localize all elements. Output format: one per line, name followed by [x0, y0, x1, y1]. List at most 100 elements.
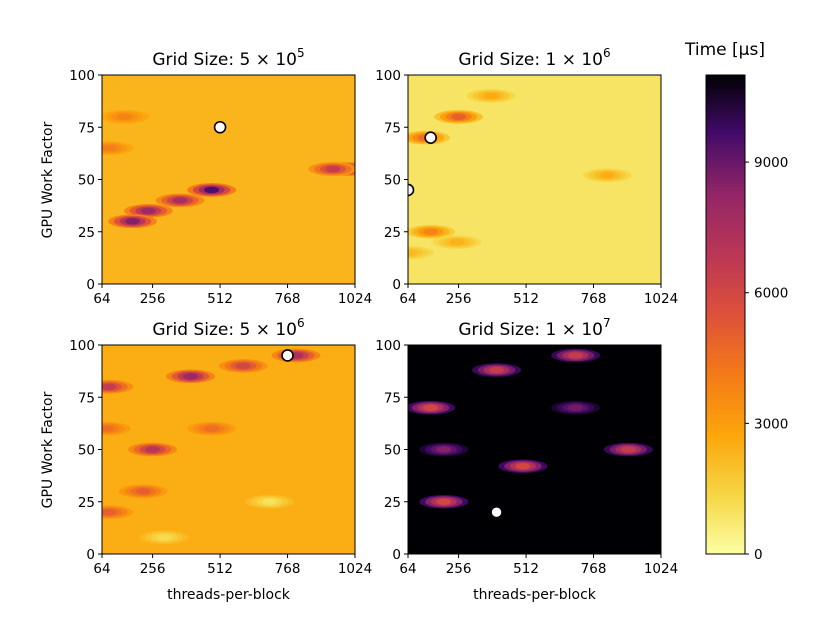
x-axis-label-left: threads-per-block — [167, 587, 291, 603]
colorbar-tick-label: 9000 — [754, 155, 788, 171]
y-tick-label: 50 — [78, 173, 95, 189]
x-tick-label: 1024 — [644, 561, 678, 577]
heatmap-contour — [204, 186, 220, 194]
heatmap-contour — [183, 373, 199, 380]
panel-1-title: Grid Size: 5 × 105 — [152, 46, 304, 70]
heatmap-contour — [102, 425, 114, 432]
panel-3-heatmap — [102, 345, 355, 554]
heatmap-contour — [423, 404, 439, 411]
colorbar: Time [μs] 0 3000 6000 9000 — [684, 40, 788, 563]
x-tick-label: 64 — [93, 561, 110, 577]
y-axis-label-top: GPU Work Factor — [40, 121, 56, 238]
heatmap-contour — [436, 498, 452, 505]
heatmap-contour — [262, 498, 278, 505]
x-axis-label-right: threads-per-block — [473, 587, 597, 603]
colorbar-ticks: 0 3000 6000 9000 — [745, 155, 788, 563]
y-tick-label: 100 — [375, 68, 401, 84]
optimum-marker — [424, 131, 437, 144]
panel-4-title: Grid Size: 1 × 107 — [458, 316, 610, 340]
x-tick-label: 512 — [513, 561, 539, 577]
y-tick-label: 75 — [384, 390, 401, 406]
colorbar-tick-label: 6000 — [754, 286, 788, 302]
colorbar-title: Time [μs] — [684, 40, 765, 60]
x-tick-label: 1024 — [338, 291, 372, 307]
heatmap-contour — [436, 446, 452, 453]
optimum-marker — [490, 505, 503, 519]
heatmap-contour — [102, 144, 117, 152]
x-tick-label: 64 — [399, 561, 416, 577]
x-tick-label: 512 — [207, 561, 233, 577]
panel-2-heatmap — [408, 75, 661, 284]
panel-3-ticks: 64 256 512 768 1024 0 25 50 75 100 — [69, 338, 372, 577]
heatmap-contour — [135, 488, 151, 495]
panel-1-ticks: 64 256 512 768 1024 0 25 50 75 100 — [69, 68, 372, 307]
panel-2: Grid Size: 1 × 106 64 256 512 768 1024 0 25 50 7… — [375, 46, 678, 307]
heatmap-contour — [102, 509, 117, 516]
heatmap-contour — [599, 172, 615, 179]
x-tick-label: 512 — [513, 291, 539, 307]
panel-4-heatmap — [408, 345, 661, 554]
optimum-marker — [408, 183, 415, 197]
x-tick-label: 64 — [93, 291, 110, 307]
heatmap-contour — [483, 92, 499, 100]
y-tick-label: 75 — [78, 390, 95, 406]
x-tick-label: 768 — [275, 291, 301, 307]
y-tick-label: 0 — [86, 277, 95, 293]
y-tick-label: 50 — [384, 173, 401, 189]
x-tick-label: 64 — [399, 291, 416, 307]
y-tick-label: 75 — [78, 120, 95, 136]
heatmap-contour — [156, 534, 172, 541]
x-tick-label: 256 — [140, 561, 166, 577]
y-axis-label-bottom: GPU Work Factor — [40, 391, 56, 508]
heatmap-contour — [489, 366, 505, 374]
colorbar-tick-label: 0 — [754, 547, 763, 563]
x-tick-label: 768 — [581, 291, 607, 307]
heatmap-contour — [125, 218, 141, 225]
heatmap-contour — [620, 446, 636, 453]
panel-3-title: Grid Size: 5 × 106 — [152, 316, 304, 340]
y-tick-label: 100 — [375, 338, 401, 354]
heatmap-contour — [449, 239, 465, 246]
heatmap-contour — [451, 113, 467, 121]
x-tick-label: 1024 — [644, 291, 678, 307]
panel-2-ticks: 64 256 512 768 1024 0 25 50 75 100 — [375, 68, 678, 307]
y-tick-label: 75 — [384, 120, 401, 136]
y-tick-label: 100 — [69, 338, 95, 354]
heatmap-contour — [568, 352, 584, 359]
y-tick-label: 100 — [69, 68, 95, 84]
heatmap-contour — [145, 446, 161, 453]
x-tick-label: 768 — [581, 561, 607, 577]
x-tick-label: 256 — [446, 561, 472, 577]
panel-4: Grid Size: 1 × 107 64 256 512 768 1024 0 25 50 7… — [375, 316, 678, 577]
y-tick-label: 0 — [392, 547, 401, 563]
heatmap-background — [102, 75, 355, 284]
heatmap-contour — [140, 207, 156, 215]
x-tick-label: 512 — [207, 291, 233, 307]
y-tick-label: 50 — [78, 443, 95, 459]
y-tick-label: 25 — [384, 225, 401, 241]
optimum-marker — [281, 349, 294, 362]
y-tick-label: 25 — [78, 495, 95, 511]
heatmap-contour — [408, 249, 418, 256]
y-tick-label: 0 — [392, 277, 401, 293]
heatmap-contour — [568, 404, 584, 411]
colorbar-gradient — [705, 74, 746, 555]
heatmap-contour — [423, 228, 439, 235]
heatmap-contour — [172, 197, 188, 204]
y-tick-label: 25 — [78, 225, 95, 241]
heatmap-contour — [102, 383, 117, 390]
panel-1: Grid Size: 5 × 105 64 256 512 768 1024 0 25 50 7… — [69, 46, 372, 307]
x-tick-label: 768 — [275, 561, 301, 577]
optimum-marker — [213, 120, 227, 134]
x-tick-label: 256 — [140, 291, 166, 307]
heatmap-contour — [204, 425, 220, 432]
x-tick-label: 1024 — [338, 561, 372, 577]
colorbar-tick-label: 3000 — [754, 416, 788, 432]
heatmap-contour — [325, 165, 341, 173]
y-tick-label: 50 — [384, 443, 401, 459]
panel-4-ticks: 64 256 512 768 1024 0 25 50 75 100 — [375, 338, 678, 577]
panel-1-heatmap — [102, 75, 355, 284]
panel-2-title: Grid Size: 1 × 106 — [458, 46, 610, 70]
x-tick-label: 256 — [446, 291, 472, 307]
